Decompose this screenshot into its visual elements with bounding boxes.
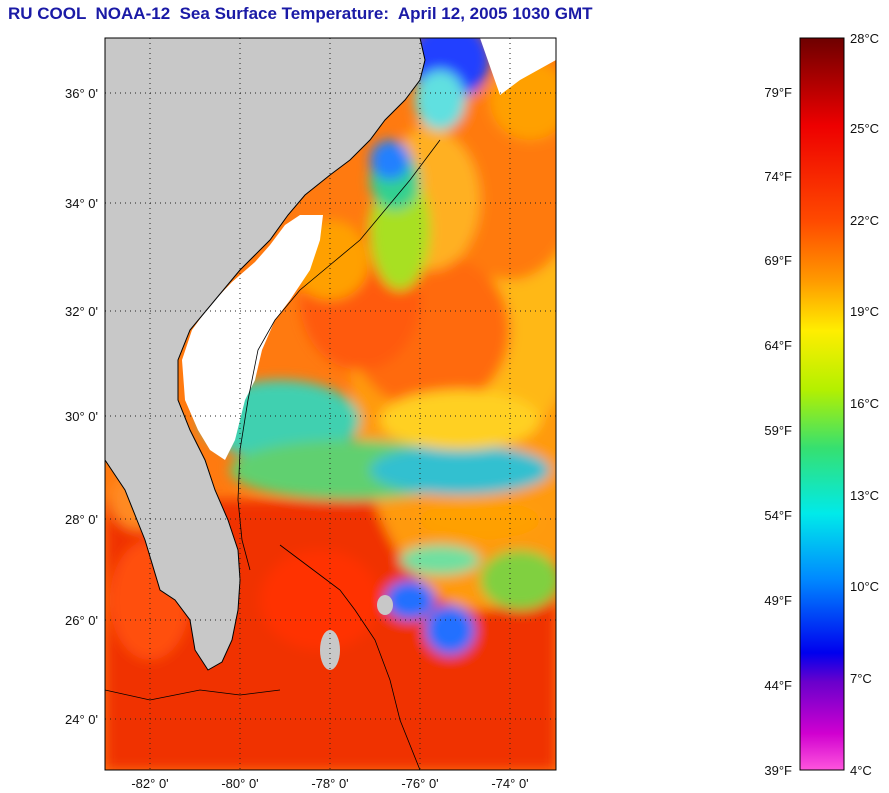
lat-label: 30° 0' [65,409,98,424]
fahrenheit-label: 44°F [764,678,792,693]
cloud-mask [182,215,323,460]
island [320,630,340,670]
colorbar-fahrenheit-labels: 79°F 74°F 69°F 64°F 59°F 54°F 49°F 44°F … [764,85,792,778]
fahrenheit-label: 69°F [764,253,792,268]
lon-label: -82° 0' [131,776,168,791]
colorbar [799,37,845,771]
map-frame [104,37,557,771]
fahrenheit-label: 74°F [764,169,792,184]
celsius-label: 10°C [850,579,879,594]
lon-label: -76° 0' [401,776,438,791]
celsius-label: 16°C [850,396,879,411]
celsius-label: 25°C [850,121,879,136]
lat-label: 24° 0' [65,712,98,727]
celsius-label: 13°C [850,488,879,503]
sst-map [105,38,556,770]
celsius-label: 19°C [850,304,879,319]
fahrenheit-label: 39°F [764,763,792,778]
latitude-axis: 36° 0' 34° 0' 32° 0' 30° 0' 28° 0' 26° 0… [65,86,98,727]
celsius-label: 4°C [850,763,872,778]
fahrenheit-label: 64°F [764,338,792,353]
longitude-axis: -82° 0' -80° 0' -78° 0' -76° 0' -74° 0' [131,776,528,791]
celsius-label: 28°C [850,31,879,46]
celsius-label: 7°C [850,671,872,686]
lat-label: 36° 0' [65,86,98,101]
graticule [105,38,556,770]
depth-contour [279,544,421,770]
map-title: RU COOL NOAA-12 Sea Surface Temperature:… [8,4,593,23]
fahrenheit-label: 54°F [764,508,792,523]
lat-label: 26° 0' [65,613,98,628]
colorbar-celsius-labels: 28°C 25°C 22°C 19°C 16°C 13°C 10°C 7°C 4… [850,31,879,778]
fahrenheit-label: 79°F [764,85,792,100]
cloud-mask-north [480,38,556,95]
lon-label: -78° 0' [311,776,348,791]
lon-label: -80° 0' [221,776,258,791]
depth-contour [105,689,281,701]
lon-label: -74° 0' [491,776,528,791]
fahrenheit-label: 49°F [764,593,792,608]
land-mass [105,38,425,670]
lat-label: 32° 0' [65,304,98,319]
depth-contour [237,139,441,571]
coastline [105,38,426,671]
fahrenheit-label: 59°F [764,423,792,438]
island [377,595,393,615]
lat-label: 28° 0' [65,512,98,527]
lat-label: 34° 0' [65,196,98,211]
celsius-label: 22°C [850,213,879,228]
